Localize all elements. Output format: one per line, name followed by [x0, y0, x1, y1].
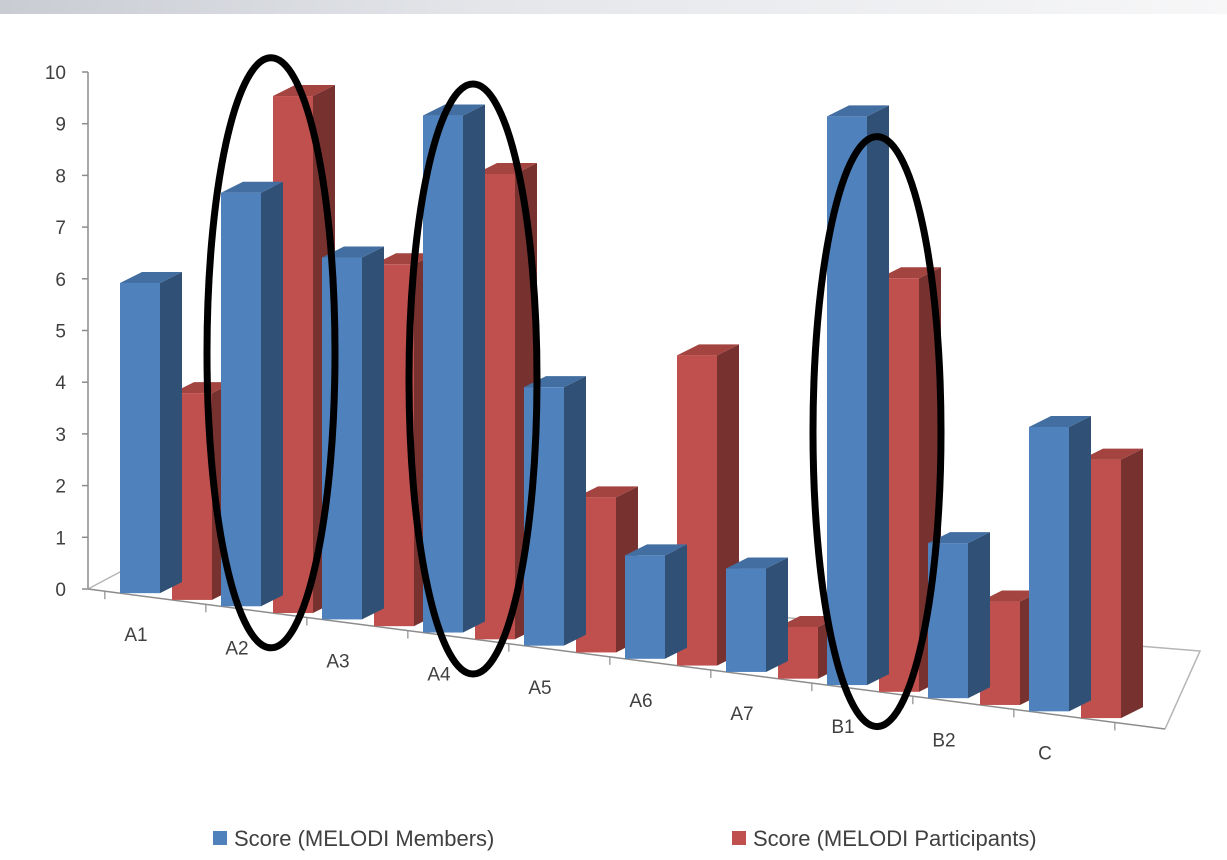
bar-top: [677, 344, 739, 356]
bar-side: [564, 376, 586, 646]
bar-top: [120, 271, 182, 283]
y-tick-label: 9: [55, 115, 66, 136]
legend-swatch: [213, 831, 227, 845]
bar-front: [423, 115, 463, 633]
bar-front: [1029, 426, 1069, 712]
legend-label: Score (MELODI Participants): [753, 826, 1037, 851]
bar: [928, 532, 990, 699]
bar-top: [827, 105, 889, 117]
bar-top: [374, 253, 436, 265]
bar-side: [1069, 415, 1091, 712]
bar-top: [576, 486, 638, 498]
x-tick-label: A4: [427, 665, 451, 686]
bar-side: [160, 271, 182, 594]
bar-front: [322, 257, 362, 620]
bar-side: [867, 105, 889, 686]
x-tick-label: A6: [629, 691, 652, 712]
legend-swatch: [732, 831, 746, 845]
bar-side: [362, 246, 384, 620]
bar-top: [423, 104, 485, 116]
bar-front: [827, 116, 867, 686]
y-tick-label: 8: [55, 166, 66, 187]
x-tick-label: A5: [528, 678, 551, 699]
bar: [221, 181, 283, 607]
bar-side: [766, 557, 788, 672]
y-tick-label: 6: [55, 270, 66, 291]
y-tick-label: 0: [55, 580, 66, 601]
bar-top: [475, 163, 537, 175]
y-tick-label: 5: [55, 322, 66, 343]
x-tick-label: C: [1038, 743, 1052, 764]
highlight-ellipse: [809, 133, 945, 731]
bar-top: [172, 382, 234, 394]
highlight-ellipse: [203, 54, 339, 652]
bar-front: [221, 192, 261, 607]
bar-front: [726, 568, 766, 672]
y-tick-label: 7: [55, 218, 66, 239]
bar-side: [463, 104, 485, 633]
y-tick-label: 1: [55, 528, 66, 549]
bar: [120, 271, 182, 594]
y-tick-label: 10: [45, 63, 66, 84]
bar: [1029, 415, 1091, 712]
bar-side: [968, 532, 990, 699]
x-axis: [87, 588, 1166, 730]
y-tick-label: 4: [55, 373, 66, 394]
y-tick-label: 3: [55, 425, 66, 446]
y-tick-label: 2: [55, 477, 66, 498]
x-tick-label: A3: [326, 652, 349, 673]
legend-label: Score (MELODI Members): [234, 826, 494, 851]
bar: [322, 246, 384, 620]
bar-top: [1029, 415, 1091, 427]
bar: [625, 544, 687, 659]
x-tick-label: B2: [932, 730, 955, 751]
bar-front: [120, 282, 160, 594]
bar-side: [261, 181, 283, 607]
bar-top: [625, 544, 687, 556]
highlight-ellipse: [405, 80, 541, 678]
bar-top: [879, 267, 941, 279]
x-tick-label: B1: [831, 717, 854, 738]
bar: [423, 104, 485, 633]
bar-top: [221, 181, 283, 193]
bar-top: [726, 557, 788, 569]
bar-top: [928, 532, 990, 544]
bar-top: [1081, 448, 1143, 460]
x-tick-label: A7: [730, 704, 753, 725]
top-gradient-band: [0, 0, 1227, 14]
bar-top: [322, 246, 384, 258]
bar-front: [625, 555, 665, 659]
x-tick-label: A2: [225, 638, 248, 659]
x-tick-label: A1: [124, 625, 147, 646]
bar-top: [980, 590, 1042, 602]
bar-side: [1121, 448, 1143, 719]
bar-side: [665, 544, 687, 659]
bar: [726, 557, 788, 672]
